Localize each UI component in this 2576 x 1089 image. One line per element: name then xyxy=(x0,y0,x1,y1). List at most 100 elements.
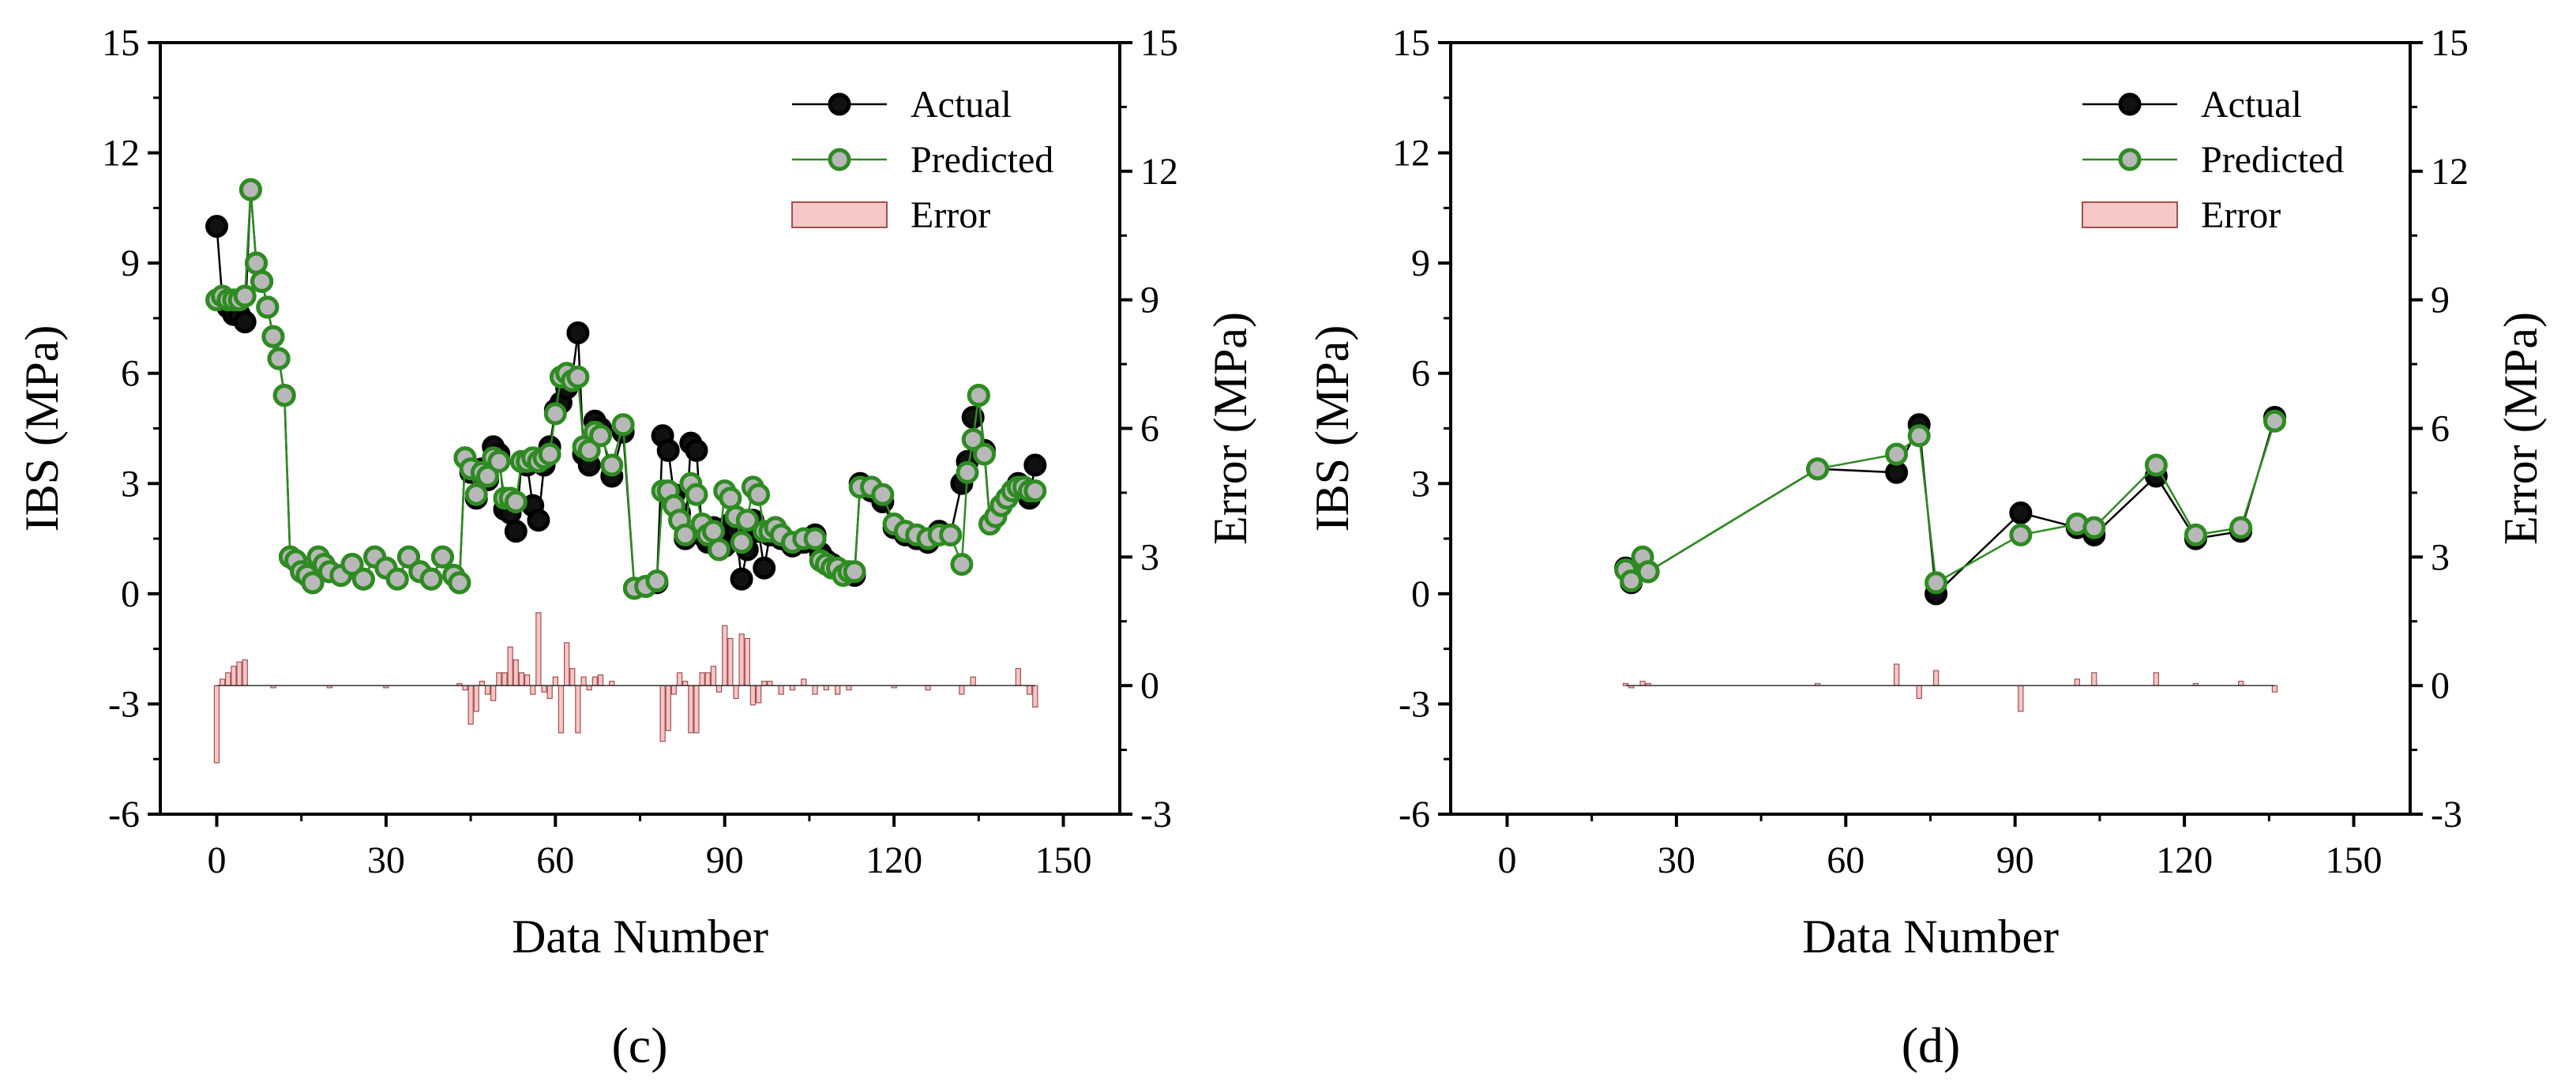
chart-panel-c: 0 30 60 90 120 150 -6 -3 0 3 6 9 12 15 -3 0 3 6 9 12 15 Data … xyxy=(16,22,1256,1073)
y-tick-label: 3 xyxy=(121,463,140,505)
y2-tick-label: 6 xyxy=(1140,408,1159,450)
error-bar xyxy=(722,625,728,686)
predicted-point xyxy=(1620,569,1643,593)
y-tick-label: 6 xyxy=(1411,353,1430,395)
predicted-point xyxy=(950,553,974,576)
error-bar xyxy=(1933,670,1940,686)
y-axis-title: IBS (MPa) xyxy=(1306,325,1358,532)
y2-axis-title: Error (MPa) xyxy=(2495,312,2547,545)
error-bar xyxy=(1015,667,1022,686)
error-bar xyxy=(552,676,558,686)
predicted-point xyxy=(385,567,409,591)
error-bar xyxy=(727,637,734,686)
actual-point xyxy=(527,509,550,532)
error-bar xyxy=(479,681,485,686)
predicted-point xyxy=(708,538,731,561)
error-bar xyxy=(789,685,796,691)
error-bar xyxy=(586,685,592,691)
actual-point xyxy=(566,321,590,344)
x-tick-label: 60 xyxy=(536,839,574,881)
error-bar xyxy=(2153,672,2160,686)
predicted-point xyxy=(566,365,590,389)
actual-point xyxy=(961,406,985,429)
predicted-point xyxy=(245,251,268,275)
predicted-point xyxy=(430,545,454,569)
error-bar xyxy=(693,685,700,734)
error-bar xyxy=(546,685,553,700)
error-bar xyxy=(1894,663,1900,686)
error-bar xyxy=(484,685,491,695)
error-bar xyxy=(925,685,931,691)
error-bar xyxy=(501,672,508,686)
y2-tick-label: 3 xyxy=(1140,536,1159,578)
predicted-point xyxy=(961,428,985,451)
x-tick-label: 60 xyxy=(1827,839,1864,881)
predicted-point xyxy=(803,527,827,550)
predicted-point xyxy=(1924,571,1948,595)
legend: Actual Predicted Error xyxy=(791,84,1053,236)
error-bar xyxy=(670,685,677,695)
predicted-point xyxy=(250,269,274,293)
error-bar xyxy=(959,685,965,695)
error-bar xyxy=(710,666,717,686)
error-bar xyxy=(591,676,598,686)
error-bar xyxy=(507,646,513,686)
predicted-point xyxy=(1636,560,1660,584)
error-bar xyxy=(597,674,604,686)
error-bar xyxy=(541,685,547,693)
legend-error-swatch xyxy=(791,201,888,228)
error-bar xyxy=(468,685,474,725)
predicted-point xyxy=(674,523,697,546)
error-bar xyxy=(801,678,807,686)
predicted-point xyxy=(956,460,979,484)
y-tick-label: 0 xyxy=(121,573,140,615)
predicted-point xyxy=(871,483,895,506)
actual-point xyxy=(685,438,708,462)
predicted-point xyxy=(747,483,771,506)
legend: Actual Predicted Error xyxy=(2082,84,2344,236)
y2-tick-label: 0 xyxy=(1140,665,1159,707)
actual-point xyxy=(1885,460,1909,484)
error-bar xyxy=(744,637,750,686)
predicted-point xyxy=(301,571,325,595)
error-bar xyxy=(524,674,531,686)
predicted-point xyxy=(1907,424,1931,448)
predicted-series xyxy=(1614,409,2286,595)
chart-panel-d: 0 30 60 90 120 150 -6 -3 0 3 6 9 12 15 -3 0 3 6 9 12 15 Data … xyxy=(1306,22,2547,1073)
legend-predicted-label: Predicted xyxy=(2201,139,2344,181)
x-tick-label: 0 xyxy=(1497,839,1516,881)
y2-tick-label: 6 xyxy=(2431,408,2450,450)
error-bar xyxy=(699,672,705,686)
y2-tick-label: 12 xyxy=(1140,151,1178,193)
y-tick-label: -3 xyxy=(108,683,140,725)
error-bar xyxy=(1622,682,1629,686)
error-bar xyxy=(580,676,587,686)
x-tick-label: 0 xyxy=(207,839,226,881)
predicted-point xyxy=(2184,523,2207,546)
error-bar xyxy=(715,685,723,693)
predicted-point xyxy=(397,545,420,569)
x-tick-label: 120 xyxy=(2156,839,2213,881)
error-bar xyxy=(569,667,576,686)
predicted-point xyxy=(351,567,375,591)
actual-point xyxy=(730,567,753,591)
y-tick-label: 15 xyxy=(1392,22,1430,64)
predicted-point xyxy=(256,295,280,319)
error-bar xyxy=(473,685,479,712)
predicted-point xyxy=(267,347,291,370)
y-tick-label: 12 xyxy=(1392,133,1430,175)
predicted-point xyxy=(238,178,262,201)
predicted-point xyxy=(735,509,759,532)
x-axis-title: Data Number xyxy=(1802,911,2059,963)
legend-actual-label: Actual xyxy=(911,84,1012,126)
predicted-point xyxy=(464,483,488,506)
predicted-point xyxy=(487,449,511,473)
y2-tick-label: 3 xyxy=(2431,536,2450,578)
error-bar xyxy=(2074,678,2081,686)
error-bar xyxy=(518,672,525,686)
predicted-point xyxy=(589,424,612,448)
predicted-point xyxy=(2229,516,2253,539)
y2-axis-title: Error (MPa) xyxy=(1204,312,1256,545)
error-bar xyxy=(823,685,830,691)
